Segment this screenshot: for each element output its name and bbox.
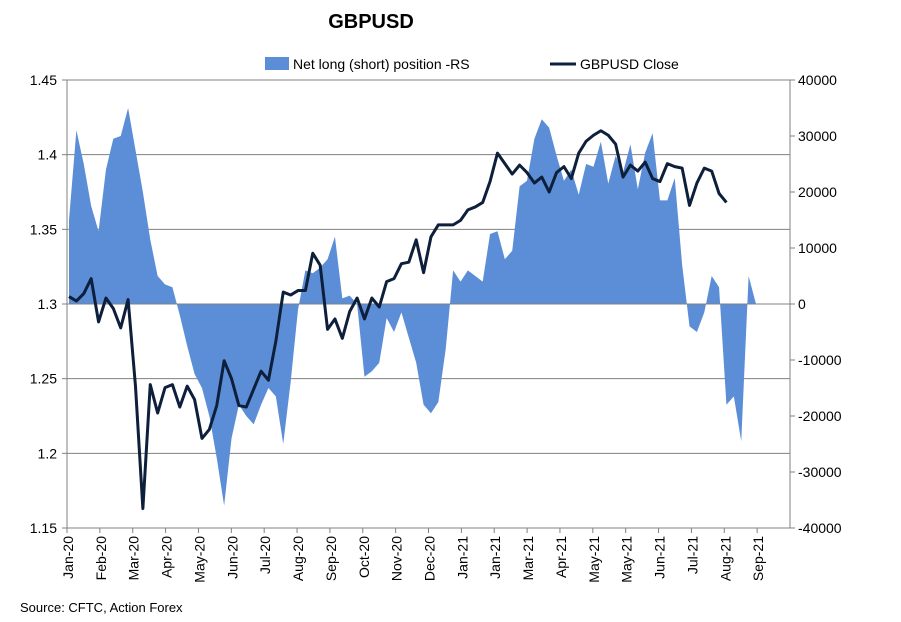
- x-tick-label: Jan-20: [60, 536, 76, 579]
- gbpusd-close-line: [68, 129, 728, 511]
- x-tick-label: Oct-20: [356, 536, 372, 578]
- x-tick-label: Apr-21: [553, 536, 569, 578]
- x-tick-label: Apr-20: [159, 536, 175, 578]
- x-tick-label: May-20: [192, 536, 208, 583]
- x-tick-label: Jan-21: [454, 536, 470, 579]
- x-tick-label: Feb-20: [93, 536, 109, 581]
- right-tick-label: -20000: [798, 408, 842, 424]
- right-tick-label: 30000: [798, 128, 837, 144]
- x-tick-label: Aug-20: [290, 536, 306, 581]
- left-axis-ticks: 1.15 1.2 1.25 1.3 1.35 1.4 1.45: [30, 72, 67, 536]
- x-tick-label: Jun-20: [224, 536, 240, 579]
- left-tick-label: 1.2: [38, 445, 58, 461]
- legend-area-swatch: [265, 57, 289, 70]
- x-tick-label: Sep-21: [750, 536, 766, 581]
- x-tick-label: May-21: [586, 536, 602, 583]
- right-axis-ticks: -40000 -30000 -20000 -10000 0 10000 20000 30000…: [790, 72, 842, 536]
- x-tick-label: Jul-20: [257, 536, 273, 574]
- x-tick-label: Jul-21: [684, 536, 700, 574]
- left-tick-label: 1.4: [38, 147, 58, 163]
- legend: Net long (short) position -RS GBPUSD Clo…: [265, 56, 679, 72]
- right-tick-label: 20000: [798, 184, 837, 200]
- x-tick-label: Aug-21: [717, 536, 733, 581]
- right-tick-label: 10000: [798, 240, 837, 256]
- x-tick-label: Sep-20: [323, 536, 339, 581]
- x-tick-label: Jun-21: [652, 536, 668, 579]
- x-axis-ticks: Jan-20 Feb-20 Mar-20 Apr-20 May-20 Jun-20 Jul-…: [60, 528, 766, 583]
- left-tick-label: 1.25: [30, 371, 57, 387]
- legend-area-label: Net long (short) position -RS: [293, 56, 470, 72]
- left-tick-label: 1.35: [30, 221, 57, 237]
- legend-line-label: GBPUSD Close: [580, 56, 679, 72]
- right-tick-label: 40000: [798, 72, 837, 88]
- source-note: Source: CFTC, Action Forex: [20, 600, 183, 615]
- net-position-area: [69, 108, 756, 506]
- x-tick-label: Mar-20: [126, 536, 142, 581]
- x-tick-label: Nov-20: [389, 536, 405, 581]
- x-tick-label: May-21: [619, 536, 635, 583]
- left-tick-label: 1.15: [30, 520, 57, 536]
- right-tick-label: -10000: [798, 352, 842, 368]
- left-tick-label: 1.45: [30, 72, 57, 88]
- x-tick-label: Dec-20: [422, 536, 438, 581]
- right-tick-label: 0: [798, 296, 806, 312]
- right-tick-label: -40000: [798, 520, 842, 536]
- x-tick-label: Mar-21: [520, 536, 536, 581]
- chart-title: GBPUSD: [328, 11, 414, 33]
- right-tick-label: -30000: [798, 464, 842, 480]
- left-tick-label: 1.3: [38, 296, 58, 312]
- x-tick-label: Jan-21: [487, 536, 503, 579]
